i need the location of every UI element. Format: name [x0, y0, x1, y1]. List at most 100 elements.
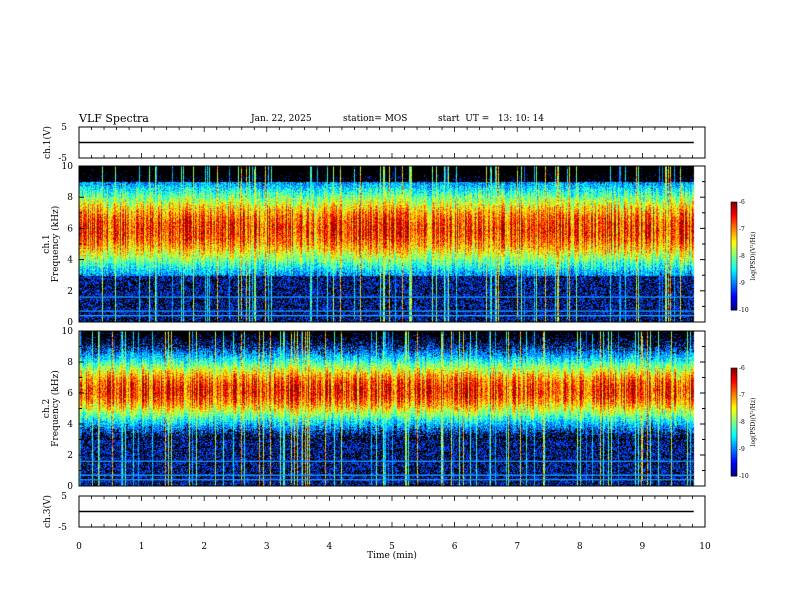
colorbar-swatch [731, 395, 737, 399]
x-tick-label: 0 [76, 542, 82, 552]
y-tick-label: 8 [67, 193, 73, 203]
x-tick-label: 7 [514, 542, 520, 552]
colorbar-swatch [731, 397, 737, 401]
colorbar-tick-label: -8 [739, 419, 745, 426]
spectrogram-image-ch2 [79, 331, 705, 486]
y-tick-label: 2 [67, 451, 73, 461]
colorbar-swatch [731, 459, 737, 463]
colorbar-swatch [731, 457, 737, 461]
colorbar-swatch [731, 462, 737, 466]
colorbar-swatch [731, 272, 737, 276]
colorbar-swatch [731, 386, 737, 391]
colorbar-swatch [731, 301, 737, 306]
colorbar-swatch [731, 408, 737, 412]
y-tick-label: 2 [67, 287, 73, 297]
y-tick-label: 5 [61, 492, 67, 502]
x-tick-label: 6 [452, 542, 458, 552]
colorbar-swatch [731, 384, 737, 388]
colorbar-swatch [731, 465, 737, 469]
colorbar-swatch [731, 258, 737, 262]
x-tick-label: 2 [201, 542, 207, 552]
colorbar-swatch [731, 400, 737, 404]
colorbar-swatch [731, 451, 737, 455]
y-tick-label: 5 [61, 123, 67, 133]
colorbar-swatch [731, 231, 737, 235]
x-tick-label: 4 [327, 542, 333, 552]
colorbar-swatch [731, 373, 737, 377]
colorbar-ch2: -6 -7 -8 -9 -10 log(PSD)(V²/Hz) [730, 365, 757, 480]
y-tick-label: 6 [67, 224, 73, 234]
y-tick-label: 10 [62, 162, 74, 172]
spectrogram-image-ch1 [79, 166, 705, 322]
colorbar-swatch [731, 274, 737, 279]
date-label: Jan. 22, 2025 [251, 114, 312, 124]
colorbar-swatch [731, 419, 737, 423]
colorbar-swatch [731, 438, 737, 442]
colorbar-swatch [731, 242, 737, 246]
colorbar-swatch [731, 405, 737, 409]
colorbar-swatch [731, 370, 737, 374]
colorbar-swatch [731, 403, 737, 407]
start-time-label: start UT = 13: 10: 14 [438, 114, 544, 124]
colorbar-swatch [731, 280, 737, 284]
colorbar-swatch [731, 250, 737, 254]
spectrogram-ch2 [79, 331, 705, 486]
colorbar-swatch [731, 285, 737, 289]
colorbar-swatch [731, 378, 737, 382]
channel-label: ch.2 [42, 399, 52, 418]
colorbar-swatch [731, 212, 737, 216]
spectrogram-ch1 [79, 166, 705, 322]
colorbar-swatch [731, 381, 737, 385]
colorbar-frame [730, 367, 738, 477]
colorbar-swatch [731, 411, 737, 415]
x-tick-label: 1 [139, 542, 145, 552]
x-axis-title: Time (min) [367, 550, 417, 561]
colorbar-swatch [731, 226, 737, 230]
colorbar-swatch [731, 283, 737, 287]
colorbar-swatch [731, 430, 737, 434]
colorbar-ch1: -6 -7 -8 -9 -10 log(PSD)(V²/Hz) [730, 199, 757, 314]
colorbar-swatch [731, 293, 737, 297]
colorbar-swatch [731, 202, 737, 206]
y-tick-label: 4 [67, 256, 73, 266]
colorbar-swatch [731, 435, 737, 439]
colorbar-swatch [731, 218, 737, 222]
y-tick-label: 6 [67, 389, 73, 399]
x-tick-label: 9 [640, 542, 646, 552]
y-tick-label: 0 [67, 482, 73, 492]
colorbar-swatch [731, 204, 737, 208]
frequency-axis-label: Frequency (kHz) [50, 206, 61, 283]
colorbar-swatch [731, 473, 737, 477]
colorbar-label: log(PSD)(V²/Hz) [750, 398, 757, 447]
colorbar-swatch [731, 237, 737, 241]
colorbar-swatch [731, 266, 737, 270]
colorbar-swatch [731, 269, 737, 273]
colorbar-swatch [731, 454, 737, 458]
colorbar-swatch [731, 207, 737, 211]
colorbar-swatch [731, 291, 737, 295]
colorbar-swatch [731, 392, 737, 396]
colorbar-tick-label: -6 [739, 365, 745, 372]
colorbar-swatch [731, 245, 737, 249]
colorbar-swatch [731, 223, 737, 227]
colorbar-swatch [731, 256, 737, 260]
colorbar-swatch [731, 234, 737, 238]
x-tick-label: 5 [389, 542, 395, 552]
colorbar-swatch [731, 307, 737, 311]
colorbar-tick-label: -9 [739, 446, 745, 453]
colorbar-swatch [731, 440, 737, 445]
x-tick-label: 8 [577, 542, 583, 552]
colorbar-frame [730, 201, 738, 311]
colorbar-swatch [731, 247, 737, 252]
colorbar-swatch [731, 427, 737, 431]
station-label: station= MOS [343, 114, 408, 124]
colorbar-swatch [731, 261, 737, 265]
colorbar-swatch [731, 253, 737, 257]
y-axis-title: ch.1(V) [42, 126, 53, 159]
y-axis-title: ch.2 Frequency (kHz) [42, 370, 61, 447]
colorbar-swatch [731, 264, 737, 268]
y-tick-label: 10 [62, 327, 74, 337]
y-tick-label: 0 [67, 318, 73, 328]
colorbar-swatch [731, 368, 737, 372]
